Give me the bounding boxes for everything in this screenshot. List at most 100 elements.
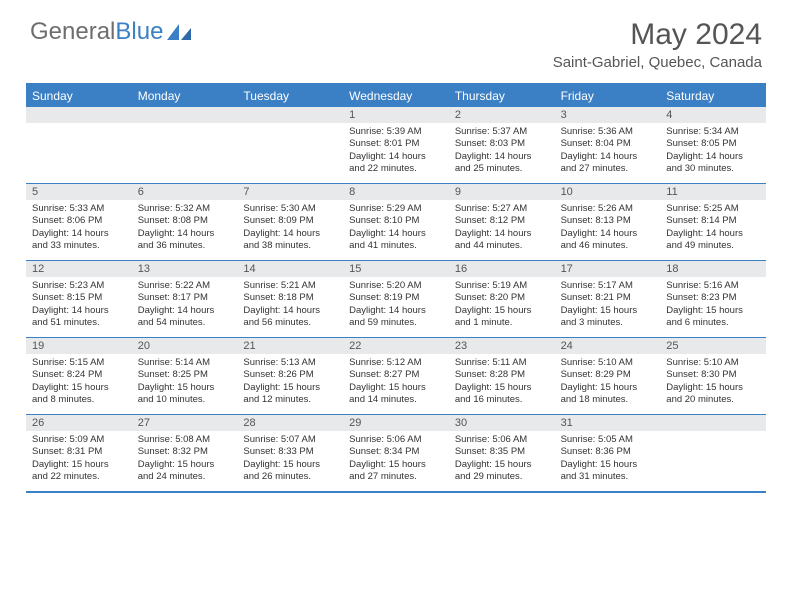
day-line: Daylight: 15 hours bbox=[32, 459, 126, 471]
day-number: 3 bbox=[555, 107, 661, 123]
day-text: Sunrise: 5:26 AMSunset: 8:13 PMDaylight:… bbox=[555, 200, 661, 260]
day-line: Sunset: 8:27 PM bbox=[349, 369, 443, 381]
day-text: Sunrise: 5:08 AMSunset: 8:32 PMDaylight:… bbox=[132, 431, 238, 491]
day-line: Sunrise: 5:25 AM bbox=[666, 203, 760, 215]
calendar-cell: 27Sunrise: 5:08 AMSunset: 8:32 PMDayligh… bbox=[132, 415, 238, 491]
day-line: Sunset: 8:15 PM bbox=[32, 292, 126, 304]
calendar-cell: 7Sunrise: 5:30 AMSunset: 8:09 PMDaylight… bbox=[237, 184, 343, 260]
calendar: Sunday Monday Tuesday Wednesday Thursday… bbox=[26, 83, 766, 493]
day-line: Sunset: 8:23 PM bbox=[666, 292, 760, 304]
day-line: Sunrise: 5:06 AM bbox=[455, 434, 549, 446]
day-line: and 22 minutes. bbox=[349, 163, 443, 175]
dow-friday: Friday bbox=[555, 85, 661, 107]
day-number: 22 bbox=[343, 338, 449, 354]
week-row: 19Sunrise: 5:15 AMSunset: 8:24 PMDayligh… bbox=[26, 338, 766, 415]
day-line: Daylight: 15 hours bbox=[243, 382, 337, 394]
day-text: Sunrise: 5:27 AMSunset: 8:12 PMDaylight:… bbox=[449, 200, 555, 260]
day-number bbox=[26, 107, 132, 123]
calendar-cell: 12Sunrise: 5:23 AMSunset: 8:15 PMDayligh… bbox=[26, 261, 132, 337]
day-line: Daylight: 15 hours bbox=[349, 382, 443, 394]
day-line: Daylight: 15 hours bbox=[243, 459, 337, 471]
day-line: Sunset: 8:35 PM bbox=[455, 446, 549, 458]
day-text: Sunrise: 5:15 AMSunset: 8:24 PMDaylight:… bbox=[26, 354, 132, 414]
day-text: Sunrise: 5:13 AMSunset: 8:26 PMDaylight:… bbox=[237, 354, 343, 414]
day-text: Sunrise: 5:25 AMSunset: 8:14 PMDaylight:… bbox=[660, 200, 766, 260]
day-number: 13 bbox=[132, 261, 238, 277]
week-row: 5Sunrise: 5:33 AMSunset: 8:06 PMDaylight… bbox=[26, 184, 766, 261]
day-line: Daylight: 15 hours bbox=[455, 382, 549, 394]
day-line: Sunrise: 5:26 AM bbox=[561, 203, 655, 215]
day-text: Sunrise: 5:10 AMSunset: 8:30 PMDaylight:… bbox=[660, 354, 766, 414]
day-number: 21 bbox=[237, 338, 343, 354]
calendar-cell bbox=[26, 107, 132, 183]
day-text: Sunrise: 5:20 AMSunset: 8:19 PMDaylight:… bbox=[343, 277, 449, 337]
day-number: 8 bbox=[343, 184, 449, 200]
calendar-cell: 4Sunrise: 5:34 AMSunset: 8:05 PMDaylight… bbox=[660, 107, 766, 183]
day-line: Daylight: 15 hours bbox=[138, 382, 232, 394]
calendar-cell: 14Sunrise: 5:21 AMSunset: 8:18 PMDayligh… bbox=[237, 261, 343, 337]
calendar-cell: 6Sunrise: 5:32 AMSunset: 8:08 PMDaylight… bbox=[132, 184, 238, 260]
day-number: 18 bbox=[660, 261, 766, 277]
day-line: Sunrise: 5:39 AM bbox=[349, 126, 443, 138]
day-line: and 18 minutes. bbox=[561, 394, 655, 406]
day-number: 15 bbox=[343, 261, 449, 277]
day-line: Daylight: 14 hours bbox=[349, 305, 443, 317]
day-line: Sunset: 8:21 PM bbox=[561, 292, 655, 304]
day-line: Sunset: 8:08 PM bbox=[138, 215, 232, 227]
day-line: and 56 minutes. bbox=[243, 317, 337, 329]
day-line: Daylight: 14 hours bbox=[243, 228, 337, 240]
calendar-cell: 20Sunrise: 5:14 AMSunset: 8:25 PMDayligh… bbox=[132, 338, 238, 414]
day-line: and 1 minute. bbox=[455, 317, 549, 329]
day-line: and 12 minutes. bbox=[243, 394, 337, 406]
calendar-cell: 15Sunrise: 5:20 AMSunset: 8:19 PMDayligh… bbox=[343, 261, 449, 337]
day-text: Sunrise: 5:34 AMSunset: 8:05 PMDaylight:… bbox=[660, 123, 766, 183]
day-number: 10 bbox=[555, 184, 661, 200]
day-text: Sunrise: 5:14 AMSunset: 8:25 PMDaylight:… bbox=[132, 354, 238, 414]
day-text: Sunrise: 5:10 AMSunset: 8:29 PMDaylight:… bbox=[555, 354, 661, 414]
day-text bbox=[132, 123, 238, 183]
dow-row: Sunday Monday Tuesday Wednesday Thursday… bbox=[26, 85, 766, 107]
day-line: Sunset: 8:25 PM bbox=[138, 369, 232, 381]
day-line: Daylight: 15 hours bbox=[349, 459, 443, 471]
day-line: and 26 minutes. bbox=[243, 471, 337, 483]
week-row: 26Sunrise: 5:09 AMSunset: 8:31 PMDayligh… bbox=[26, 415, 766, 493]
day-line: Daylight: 15 hours bbox=[561, 305, 655, 317]
day-line: Sunset: 8:10 PM bbox=[349, 215, 443, 227]
day-line: and 6 minutes. bbox=[666, 317, 760, 329]
day-line: Sunrise: 5:13 AM bbox=[243, 357, 337, 369]
day-line: and 30 minutes. bbox=[666, 163, 760, 175]
calendar-cell: 19Sunrise: 5:15 AMSunset: 8:24 PMDayligh… bbox=[26, 338, 132, 414]
day-line: Daylight: 14 hours bbox=[32, 228, 126, 240]
day-line: Sunrise: 5:30 AM bbox=[243, 203, 337, 215]
calendar-cell: 10Sunrise: 5:26 AMSunset: 8:13 PMDayligh… bbox=[555, 184, 661, 260]
calendar-cell: 31Sunrise: 5:05 AMSunset: 8:36 PMDayligh… bbox=[555, 415, 661, 491]
day-number: 30 bbox=[449, 415, 555, 431]
week-row: 12Sunrise: 5:23 AMSunset: 8:15 PMDayligh… bbox=[26, 261, 766, 338]
day-number: 14 bbox=[237, 261, 343, 277]
dow-thursday: Thursday bbox=[449, 85, 555, 107]
logo-text-blue: Blue bbox=[115, 18, 163, 46]
day-line: and 25 minutes. bbox=[455, 163, 549, 175]
day-line: Sunrise: 5:06 AM bbox=[349, 434, 443, 446]
day-line: Daylight: 14 hours bbox=[243, 305, 337, 317]
day-line: Daylight: 14 hours bbox=[32, 305, 126, 317]
day-number: 12 bbox=[26, 261, 132, 277]
day-line: and 36 minutes. bbox=[138, 240, 232, 252]
day-line: Sunrise: 5:16 AM bbox=[666, 280, 760, 292]
day-line: Daylight: 14 hours bbox=[138, 228, 232, 240]
day-line: Daylight: 14 hours bbox=[455, 151, 549, 163]
day-text: Sunrise: 5:37 AMSunset: 8:03 PMDaylight:… bbox=[449, 123, 555, 183]
day-number: 27 bbox=[132, 415, 238, 431]
calendar-cell: 11Sunrise: 5:25 AMSunset: 8:14 PMDayligh… bbox=[660, 184, 766, 260]
day-line: Sunrise: 5:19 AM bbox=[455, 280, 549, 292]
day-line: Sunrise: 5:11 AM bbox=[455, 357, 549, 369]
day-line: Sunset: 8:30 PM bbox=[666, 369, 760, 381]
day-text: Sunrise: 5:09 AMSunset: 8:31 PMDaylight:… bbox=[26, 431, 132, 491]
day-line: Sunset: 8:06 PM bbox=[32, 215, 126, 227]
day-number: 24 bbox=[555, 338, 661, 354]
dow-monday: Monday bbox=[132, 85, 238, 107]
day-line: Sunset: 8:04 PM bbox=[561, 138, 655, 150]
day-line: Sunrise: 5:21 AM bbox=[243, 280, 337, 292]
day-line: Sunrise: 5:22 AM bbox=[138, 280, 232, 292]
day-line: Sunrise: 5:32 AM bbox=[138, 203, 232, 215]
